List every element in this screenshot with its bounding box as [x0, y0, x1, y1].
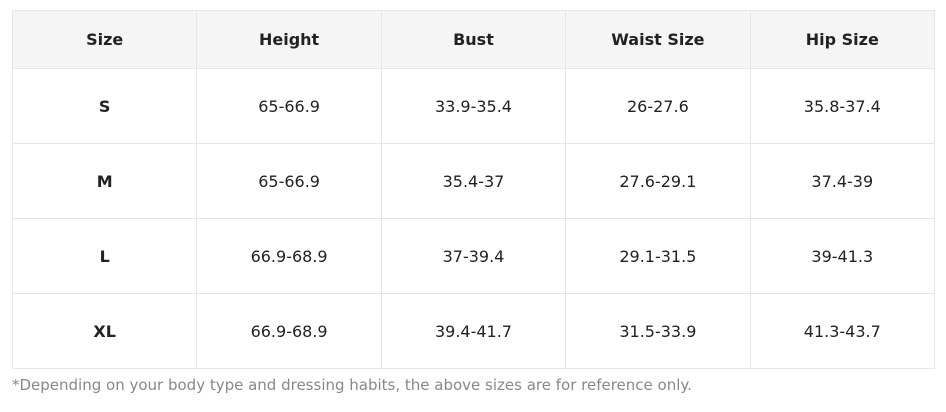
- cell: S: [11, 68, 198, 144]
- header-cell: Size: [11, 10, 198, 69]
- cell: 41.3-43.7: [749, 293, 936, 369]
- row: L 66.9-68.9 37-39.4 29.1-31.5 39-41.3: [11, 218, 936, 294]
- header-cell: Waist Size: [565, 10, 751, 69]
- cell: 66.9-68.9: [196, 293, 382, 369]
- cell: 33.9-35.4: [380, 68, 567, 144]
- cell: 37-39.4: [380, 218, 567, 294]
- cell: 29.1-31.5: [565, 218, 751, 294]
- row: XL 66.9-68.9 39.4-41.7 31.5-33.9 41.3-43.7: [11, 293, 936, 369]
- cell: 66.9-68.9: [196, 218, 382, 294]
- row: S 65-66.9 33.9-35.4 26-27.6 35.8-37.4: [11, 68, 936, 144]
- header-cell: Height: [196, 10, 382, 69]
- cell: 65-66.9: [196, 68, 382, 144]
- note: *Depending on your body type and dressin…: [12, 376, 692, 394]
- cell: 26-27.6: [565, 68, 751, 144]
- cell: 31.5-33.9: [565, 293, 751, 369]
- size-table: Size Height Bust Waist Size Hip Size S 65-66.9…: [11, 10, 936, 369]
- cell: XL: [11, 293, 198, 369]
- cell: 35.4-37: [380, 143, 567, 219]
- cell: 39-41.3: [749, 218, 936, 294]
- cell: L: [11, 218, 198, 294]
- row: M 65-66.9 35.4-37 27.6-29.1 37.4-39: [11, 143, 936, 219]
- header-cell: Hip Size: [749, 10, 936, 69]
- header-row: Size Height Bust Waist Size Hip Size: [11, 10, 936, 69]
- cell: 27.6-29.1: [565, 143, 751, 219]
- cell: 65-66.9: [196, 143, 382, 219]
- cell: M: [11, 143, 198, 219]
- cell: 39.4-41.7: [380, 293, 567, 369]
- header-cell: Bust: [380, 10, 567, 69]
- cell: 35.8-37.4: [749, 68, 936, 144]
- cell: 37.4-39: [749, 143, 936, 219]
